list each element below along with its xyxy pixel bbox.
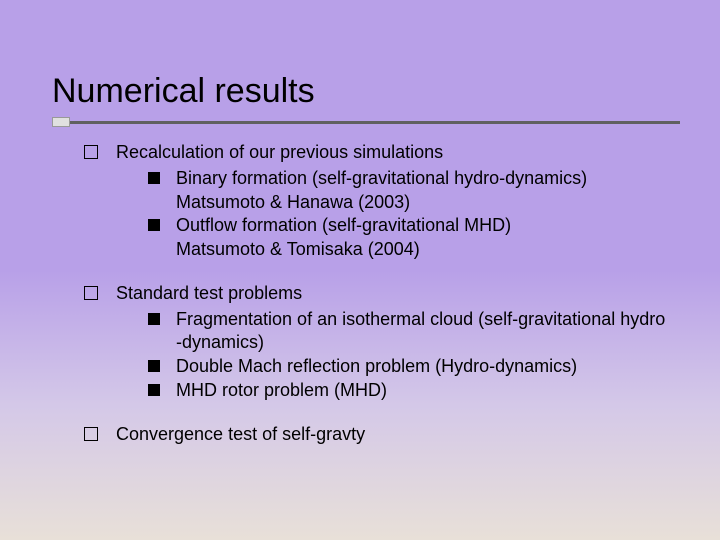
list-item-body: Convergence test of self-gravty <box>116 423 680 447</box>
list-item-label: Convergence test of self-gravty <box>116 424 365 444</box>
sublist-item: Fragmentation of an isothermal cloud (se… <box>148 308 680 356</box>
sublist-item: MHD rotor problem (MHD) <box>148 379 680 403</box>
title-area: Numerical results <box>0 0 720 127</box>
sublist-item-text: Double Mach reflection problem (Hydro-dy… <box>176 355 680 379</box>
list-item-body: Standard test problems Fragmentation of … <box>116 282 680 403</box>
content-area: Recalculation of our previous simulation… <box>0 127 720 446</box>
sublist-line: Outflow formation (self-gravitational MH… <box>176 215 511 235</box>
sublist: Fragmentation of an isothermal cloud (se… <box>116 308 680 403</box>
list-item: Recalculation of our previous simulation… <box>84 141 680 262</box>
hollow-square-icon <box>84 427 98 441</box>
title-underline <box>52 117 720 127</box>
list-item: Convergence test of self-gravty <box>84 423 680 447</box>
sublist-line: Matsumoto & Tomisaka (2004) <box>176 239 420 259</box>
hollow-square-icon <box>84 145 98 159</box>
list-item-label: Standard test problems <box>116 283 302 303</box>
filled-square-icon <box>148 313 160 325</box>
filled-square-icon <box>148 172 160 184</box>
sublist-item-text: Binary formation (self-gravitational hyd… <box>176 167 680 215</box>
slide-title: Numerical results <box>52 72 720 111</box>
sublist: Binary formation (self-gravitational hyd… <box>116 167 680 262</box>
sublist-line: Fragmentation of an isothermal cloud (se… <box>176 309 665 329</box>
sublist-item: Double Mach reflection problem (Hydro-dy… <box>148 355 680 379</box>
list-item-body: Recalculation of our previous simulation… <box>116 141 680 262</box>
filled-square-icon <box>148 219 160 231</box>
sublist-item: Outflow formation (self-gravitational MH… <box>148 214 680 262</box>
sublist-item-text: MHD rotor problem (MHD) <box>176 379 680 403</box>
sublist-item-text: Fragmentation of an isothermal cloud (se… <box>176 308 680 356</box>
sublist-line: Matsumoto & Hanawa (2003) <box>176 192 410 212</box>
underline-bar <box>70 121 680 124</box>
sublist-line: Binary formation (self-gravitational hyd… <box>176 168 587 188</box>
sublist-item-text: Outflow formation (self-gravitational MH… <box>176 214 680 262</box>
slide: Numerical results Recalculation of our p… <box>0 0 720 540</box>
hollow-square-icon <box>84 286 98 300</box>
sublist-line: MHD rotor problem (MHD) <box>176 380 387 400</box>
list-item: Standard test problems Fragmentation of … <box>84 282 680 403</box>
sublist-line: Double Mach reflection problem (Hydro-dy… <box>176 356 577 376</box>
filled-square-icon <box>148 384 160 396</box>
underline-accent <box>52 117 70 127</box>
filled-square-icon <box>148 360 160 372</box>
sublist-item: Binary formation (self-gravitational hyd… <box>148 167 680 215</box>
list-item-label: Recalculation of our previous simulation… <box>116 142 443 162</box>
sublist-line: -dynamics) <box>176 332 264 352</box>
